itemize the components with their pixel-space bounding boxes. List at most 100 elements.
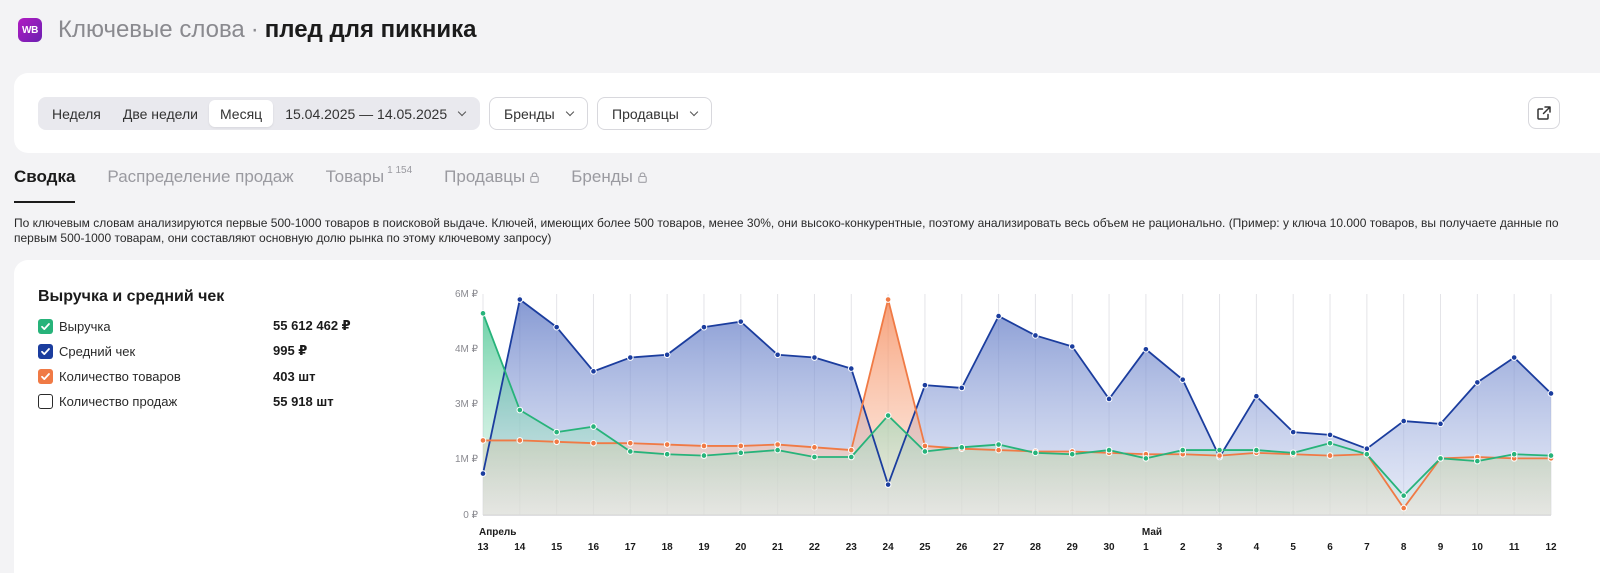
period-two-weeks-button[interactable]: Две недели — [122, 105, 198, 122]
data-point[interactable] — [1179, 376, 1187, 383]
data-point[interactable] — [553, 438, 560, 446]
data-point[interactable] — [995, 441, 1002, 448]
data-point[interactable] — [590, 439, 597, 447]
export-button[interactable] — [1528, 97, 1560, 129]
data-point[interactable] — [921, 442, 929, 450]
data-point[interactable] — [1510, 450, 1518, 458]
metric-toggle-revenue[interactable]: Выручка 55 612 462 ₽ — [38, 317, 358, 335]
data-point[interactable] — [774, 441, 781, 448]
tab-products[interactable]: Товары 1 154 — [326, 165, 413, 203]
data-point[interactable] — [811, 444, 818, 451]
data-point[interactable] — [1474, 457, 1481, 465]
data-point[interactable] — [700, 452, 708, 459]
data-point[interactable] — [884, 481, 892, 488]
data-point[interactable] — [663, 351, 671, 359]
data-point[interactable] — [958, 444, 966, 451]
sellers-dropdown[interactable]: Продавцы — [597, 97, 712, 130]
data-point[interactable] — [627, 448, 634, 455]
data-point[interactable] — [590, 368, 597, 375]
data-point[interactable] — [1216, 452, 1223, 459]
metric-toggle-products-count[interactable]: Количество товаров 403 шт — [38, 367, 358, 385]
wb-logo[interactable]: WB — [18, 18, 42, 42]
data-point[interactable] — [995, 446, 1002, 454]
data-point[interactable] — [627, 439, 634, 447]
data-point[interactable] — [1068, 343, 1076, 350]
data-point[interactable] — [1400, 417, 1407, 425]
checkbox-unchecked-icon[interactable] — [38, 393, 53, 409]
data-point[interactable] — [958, 384, 966, 392]
data-point[interactable] — [921, 448, 929, 455]
data-point[interactable] — [1105, 446, 1113, 454]
data-point[interactable] — [774, 351, 781, 359]
metric-toggle-avg-check[interactable]: Средний чек 995 ₽ — [38, 342, 358, 360]
data-point[interactable] — [590, 423, 597, 430]
data-point[interactable] — [1326, 431, 1334, 439]
tab-sales-distribution[interactable]: Распределение продаж — [107, 167, 293, 203]
tab-brands[interactable]: Бренды — [571, 167, 647, 203]
data-point[interactable] — [1253, 446, 1260, 454]
data-point[interactable] — [1032, 332, 1039, 339]
data-point[interactable] — [1326, 439, 1334, 447]
data-point[interactable] — [553, 428, 560, 436]
period-week-button[interactable]: Неделя — [52, 105, 101, 122]
data-point[interactable] — [663, 450, 671, 458]
data-point[interactable] — [1253, 392, 1260, 400]
data-point[interactable] — [1363, 450, 1371, 458]
data-point[interactable] — [921, 381, 929, 389]
period-month-button[interactable]: Месяц — [208, 100, 274, 127]
x-tick-label: 18 — [662, 542, 674, 553]
data-point[interactable] — [1105, 395, 1113, 403]
data-point[interactable] — [1437, 455, 1444, 462]
data-point[interactable] — [479, 470, 487, 477]
checkbox-checked-icon[interactable] — [38, 318, 53, 334]
data-point[interactable] — [1142, 455, 1150, 462]
tab-sellers[interactable]: Продавцы — [444, 167, 540, 203]
data-point[interactable] — [1179, 446, 1187, 454]
data-point[interactable] — [700, 442, 708, 450]
data-point[interactable] — [1068, 450, 1076, 458]
data-point[interactable] — [516, 296, 524, 303]
chart-points[interactable] — [479, 296, 1555, 512]
data-point[interactable] — [995, 312, 1002, 320]
metric-toggle-sales-count[interactable]: Количество продаж 55 918 шт — [38, 392, 358, 410]
brands-dropdown[interactable]: Бренды — [489, 97, 588, 130]
data-point[interactable] — [847, 365, 855, 372]
data-point[interactable] — [1547, 390, 1555, 397]
data-point[interactable] — [516, 437, 524, 444]
data-point[interactable] — [663, 441, 671, 448]
data-point[interactable] — [553, 323, 560, 331]
data-point[interactable] — [516, 406, 524, 414]
data-point[interactable] — [1289, 449, 1297, 457]
data-point[interactable] — [884, 296, 892, 303]
data-point[interactable] — [700, 323, 708, 331]
date-range-picker[interactable]: 15.04.2025 — 14.05.2025 — [273, 100, 477, 127]
data-point[interactable] — [1510, 354, 1518, 361]
data-point[interactable] — [1142, 345, 1150, 353]
tab-summary[interactable]: Сводка — [14, 167, 76, 203]
data-point[interactable] — [1437, 420, 1444, 428]
data-point[interactable] — [1326, 452, 1334, 459]
checkbox-checked-icon[interactable] — [38, 343, 53, 359]
data-point[interactable] — [1216, 446, 1223, 454]
data-point[interactable] — [847, 446, 855, 454]
data-point[interactable] — [627, 354, 634, 361]
data-point[interactable] — [1474, 379, 1481, 386]
data-point[interactable] — [479, 437, 487, 444]
checkbox-checked-icon[interactable] — [38, 368, 53, 384]
data-point[interactable] — [1289, 428, 1297, 436]
data-point[interactable] — [737, 318, 745, 325]
data-point[interactable] — [479, 310, 487, 317]
data-point[interactable] — [737, 442, 745, 450]
data-point[interactable] — [1400, 492, 1407, 499]
data-point[interactable] — [1363, 445, 1371, 453]
data-point[interactable] — [774, 446, 781, 454]
data-point[interactable] — [1400, 504, 1407, 512]
data-point[interactable] — [811, 354, 818, 361]
data-point[interactable] — [1032, 449, 1039, 457]
data-point[interactable] — [811, 453, 818, 461]
data-point[interactable] — [1547, 452, 1555, 459]
data-point[interactable] — [884, 412, 892, 419]
data-point[interactable] — [847, 453, 855, 461]
data-point[interactable] — [737, 449, 745, 457]
